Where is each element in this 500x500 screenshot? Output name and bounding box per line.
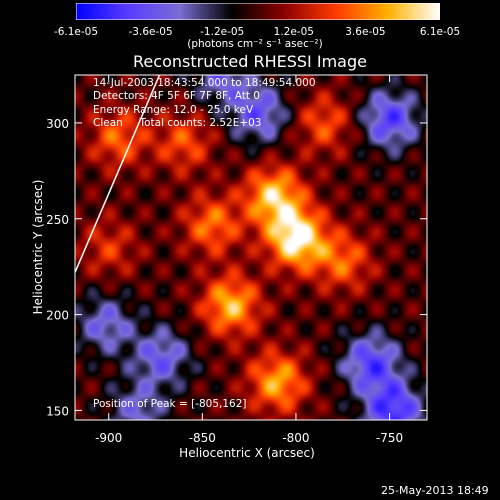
peak-position-annotation: Position of Peak = [-805,162]: [93, 398, 247, 410]
colorbar-units: (photons cm⁻² s⁻¹ asec⁻²): [187, 38, 323, 50]
heatmap-image: [75, 75, 427, 420]
limb-line-segment: [74, 74, 161, 273]
x-axis-label: Heliocentric X (arcsec): [179, 446, 315, 460]
x-axis-ticks: -900 -850 -800 -750: [95, 75, 403, 445]
time-range-annotation: 14-Jul-2003 18:43:54.000 to 18:49:54.000: [93, 77, 316, 89]
y-axis-ticks: 150 200 250 300: [46, 117, 427, 418]
colorbar-tick-label: -6.1e-05: [53, 26, 99, 38]
colorbar-tick-label: 3.6e-05: [345, 26, 386, 38]
chart-title: Reconstructed RHESSI Image: [133, 52, 367, 71]
energy-range-annotation: Energy Range: 12.0 - 25.0 keV: [93, 104, 254, 116]
detectors-annotation: Detectors: 4F 5F 6F 7F 8F, Att 0: [93, 90, 260, 102]
y-tick-label: 250: [46, 213, 69, 227]
colorbar-tick-label: 6.1e-05: [419, 26, 461, 38]
footer-timestamp: 25-May-2013 18:49: [381, 484, 489, 497]
x-tick-label: -750: [376, 431, 403, 445]
y-tick-label: 300: [46, 117, 69, 131]
x-tick-label: -800: [282, 431, 309, 445]
y-tick-label: 150: [46, 404, 69, 418]
x-tick-label: -850: [189, 431, 216, 445]
y-tick-label: 200: [46, 309, 69, 323]
y-axis-label: Heliocentric Y (arcsec): [31, 179, 45, 315]
x-tick-label: -900: [95, 431, 122, 445]
limb-line: [74, 74, 161, 273]
colorbar-tick-label: 1.2e-05: [273, 26, 314, 38]
clean-counts-annotation: Clean Total counts: 2.52E+03: [93, 117, 262, 129]
colorbar: [76, 3, 440, 20]
colorbar-tick-label: -3.6e-05: [128, 26, 173, 38]
colorbar-tick-label: -1.2e-05: [200, 26, 245, 38]
plot-frame: [74, 74, 428, 421]
